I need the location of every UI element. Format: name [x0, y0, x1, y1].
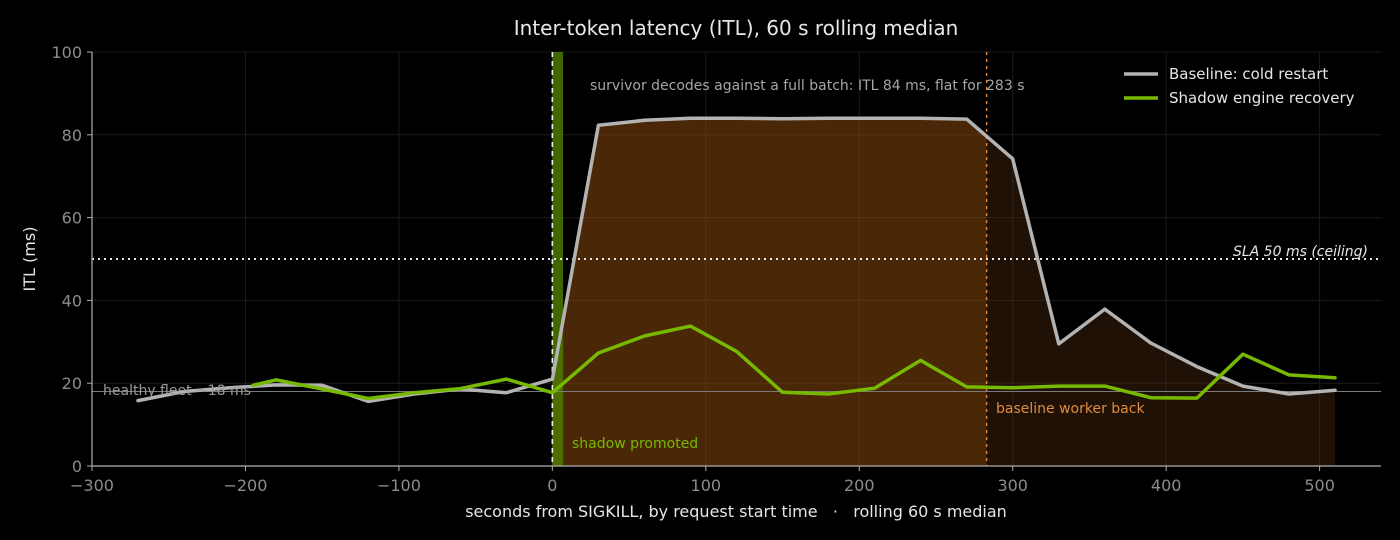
chart-title: Inter-token latency (ITL), 60 s rolling …: [514, 16, 959, 40]
x-tick-label: 500: [1304, 476, 1335, 495]
x-tick-label: 400: [1151, 476, 1182, 495]
shadow-promoted-label: shadow promoted: [572, 436, 698, 452]
x-axis-label: seconds from SIGKILL, by request start t…: [465, 502, 1007, 521]
axes: [87, 51, 1381, 471]
reference-lines: [92, 52, 1381, 466]
y-tick-label: 20: [62, 374, 82, 393]
x-tick-label: −200: [223, 476, 267, 495]
legend-label-shadow: Shadow engine recovery: [1169, 89, 1355, 107]
x-tick-label: 0: [547, 476, 557, 495]
y-axis-label: ITL (ms): [20, 227, 39, 292]
shaded-regions: [552, 52, 1335, 467]
y-tick-label: 100: [51, 43, 82, 62]
x-tick-label: 200: [844, 476, 875, 495]
x-tick-label: 300: [997, 476, 1028, 495]
series-lines: [136, 116, 1337, 404]
y-tick-label: 60: [62, 209, 82, 228]
x-tick-label: −100: [377, 476, 421, 495]
x-tick-label: 100: [691, 476, 722, 495]
x-tick-label: −300: [70, 476, 114, 495]
y-tick-label: 80: [62, 126, 82, 145]
outage-shade: [552, 118, 987, 467]
sla-label: SLA 50 ms (ceiling): [1233, 244, 1368, 260]
baseline-back-label: baseline worker back: [996, 401, 1145, 417]
y-tick-label: 40: [62, 291, 82, 310]
plateau-annotation: survivor decodes against a full batch: I…: [590, 78, 1025, 94]
shadow-promoted-band: [552, 52, 564, 466]
shadow-series-line: [251, 324, 1337, 401]
baseline-excess-area: [552, 118, 1335, 467]
legend-label-baseline: Baseline: cold restart: [1169, 65, 1328, 83]
tick-labels: −300 −200 −100 0 100 200 300 400 500 0 20 40 60 80 100: [51, 43, 1334, 495]
y-tick-label: 0: [72, 457, 82, 476]
legend: Baseline: cold restart Shadow engine rec…: [1124, 65, 1355, 107]
healthy-fleet-label: healthy fleet ~18 ms: [103, 383, 251, 399]
